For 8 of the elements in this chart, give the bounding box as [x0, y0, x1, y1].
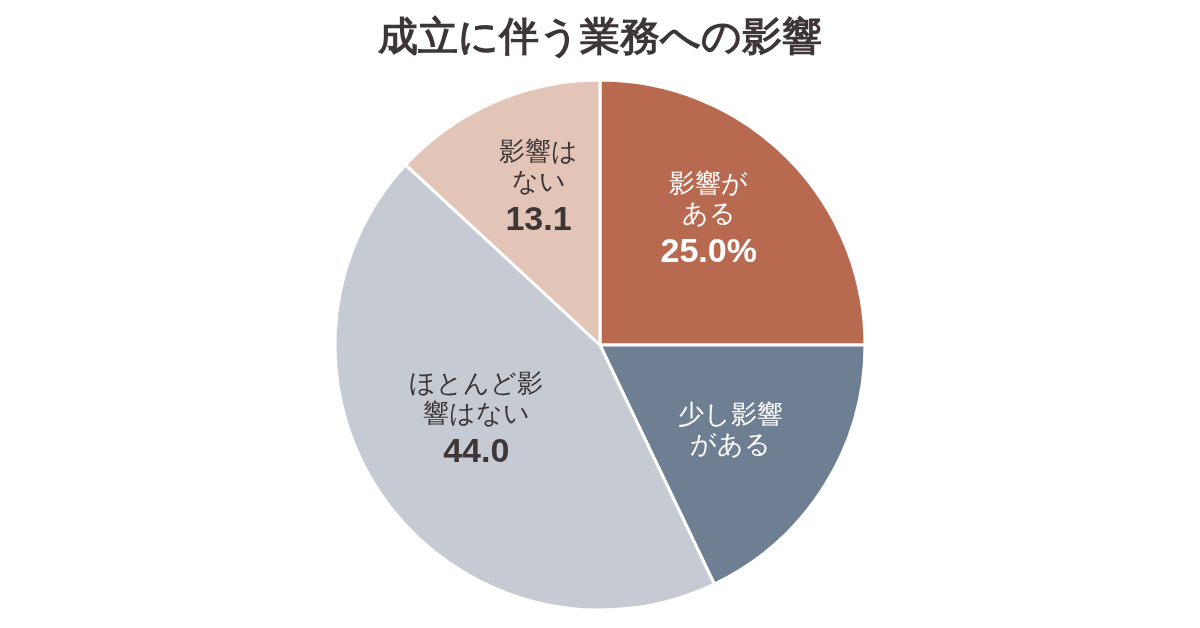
chart-title: 成立に伴う業務への影響	[377, 13, 822, 59]
data-label: 44.0	[443, 431, 510, 470]
data-label: 25.0%	[660, 231, 757, 270]
data-label: 13.1	[505, 199, 572, 238]
slice-label: 少し影響がある	[677, 398, 783, 459]
slice-label: 影響がある	[669, 168, 749, 229]
slice-label: 影響はない	[499, 136, 579, 197]
slice-label: ほとんど影響はない	[409, 368, 544, 429]
